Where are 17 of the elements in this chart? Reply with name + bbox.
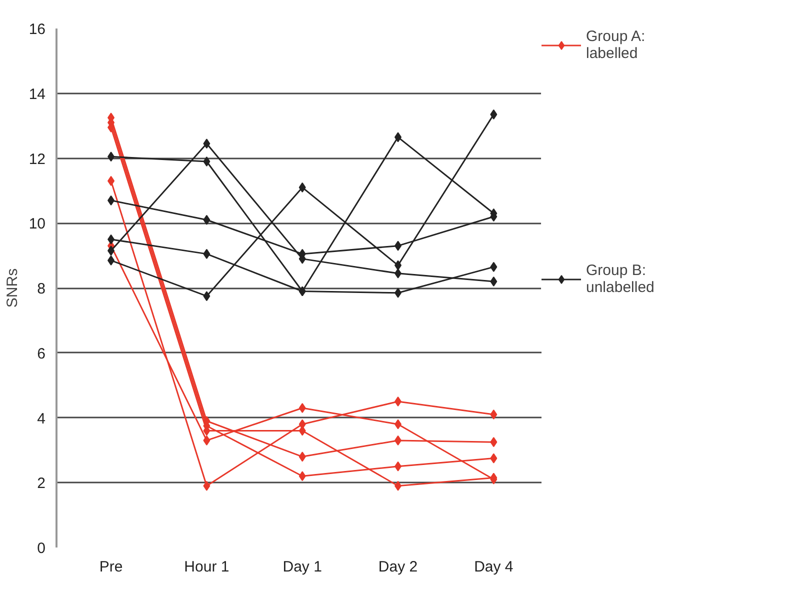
legend-label: Group A: labelled <box>586 28 646 62</box>
x-tick-label: Day 2 <box>378 558 418 576</box>
x-tick-label: Hour 1 <box>184 558 230 576</box>
x-tick-label: Day 1 <box>282 558 322 576</box>
y-tick-label: 10 <box>28 216 46 233</box>
y-tick-label: 4 <box>37 410 46 428</box>
y-tick-label: 14 <box>28 86 46 103</box>
y-axis-title: SNRs <box>4 268 21 308</box>
y-tick-label: 2 <box>37 475 46 492</box>
y-tick-label: 16 <box>28 21 46 38</box>
x-tick-label: Day 4 <box>474 558 514 576</box>
y-tick-label: 8 <box>37 280 46 298</box>
y-tick-label: 0 <box>37 540 46 557</box>
y-tick-label: 12 <box>28 150 46 168</box>
legend-label: Group B: unlabelled <box>586 262 656 296</box>
x-tick-label: Pre <box>99 558 123 576</box>
y-tick-label: 6 <box>37 345 46 362</box>
